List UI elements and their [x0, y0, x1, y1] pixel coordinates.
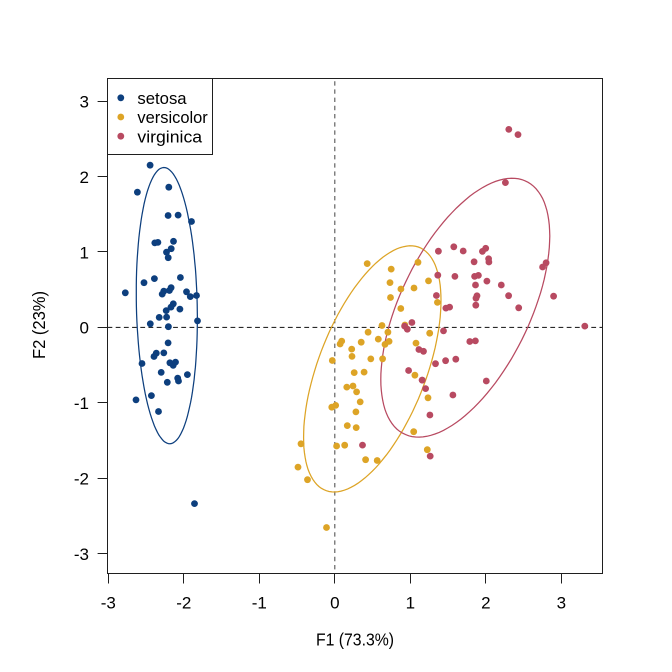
svg-text:setosa: setosa — [137, 89, 187, 108]
svg-text:2: 2 — [481, 594, 490, 613]
svg-text:F2 (23%): F2 (23%) — [29, 291, 49, 359]
svg-text:3: 3 — [557, 594, 566, 613]
svg-text:versicolor: versicolor — [137, 108, 208, 127]
svg-text:virginica: virginica — [137, 127, 202, 146]
svg-text:-3: -3 — [74, 545, 89, 564]
svg-text:-3: -3 — [101, 594, 116, 613]
svg-text:-2: -2 — [176, 594, 191, 613]
svg-text:F1 (73.3%): F1 (73.3%) — [316, 629, 394, 649]
svg-text:0: 0 — [330, 594, 339, 613]
svg-text:0: 0 — [80, 319, 89, 338]
svg-text:-2: -2 — [74, 470, 89, 489]
svg-text:1: 1 — [80, 243, 89, 262]
svg-text:-1: -1 — [252, 594, 267, 613]
svg-text:-1: -1 — [74, 394, 89, 413]
svg-text:1: 1 — [406, 594, 415, 613]
svg-text:3: 3 — [80, 93, 89, 112]
svg-text:2: 2 — [80, 168, 89, 187]
